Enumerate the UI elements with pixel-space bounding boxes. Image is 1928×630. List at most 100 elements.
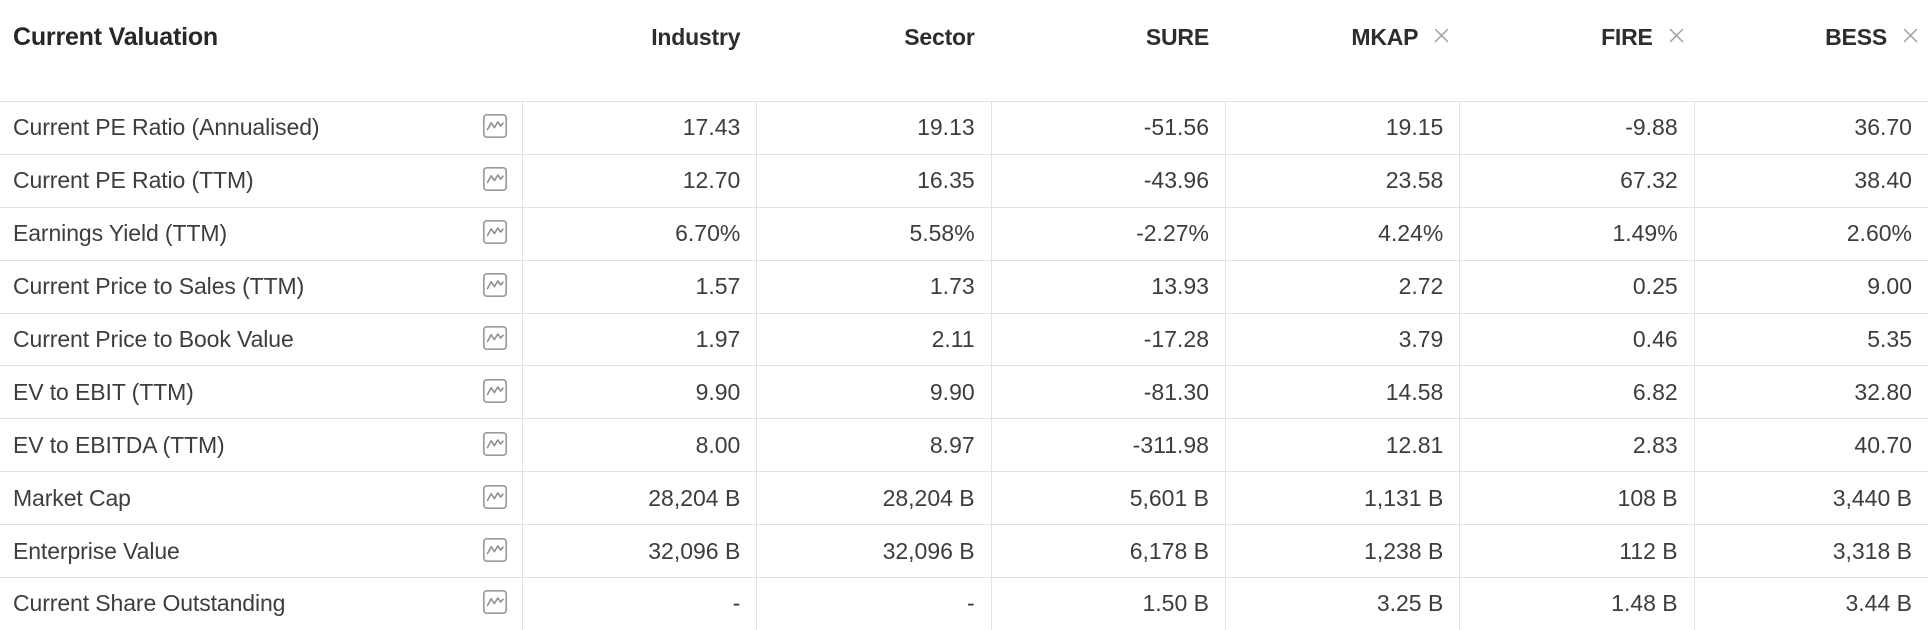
metric-value: 0.46: [1459, 313, 1693, 366]
metric-value: 16.35: [756, 154, 990, 207]
metric-value: 1,131 B: [1224, 472, 1459, 525]
column-header-label: SURE: [1145, 24, 1209, 50]
metric-value: 14.58: [1224, 366, 1459, 419]
metric-label-cell: Market Cap: [0, 472, 522, 524]
metric-label-cell: Current Price to Book Value: [0, 314, 522, 366]
metric-value: 32,096 B: [756, 525, 990, 578]
sparkline-chart-icon: [482, 537, 508, 566]
table-row: EV to EBIT (TTM) 9.90 9.90 -81.30 14.58 6.82 3…: [0, 365, 1928, 419]
metric-value: 12.70: [522, 154, 756, 207]
metric-value: 19.13: [756, 102, 990, 154]
column-header: BESS: [1694, 0, 1928, 101]
remove-ticker-button[interactable]: [1901, 25, 1920, 49]
metric-label-cell: Earnings Yield (TTM): [0, 208, 522, 260]
column-header: Industry: [522, 0, 756, 101]
column-header-label: Industry: [651, 24, 741, 50]
metric-value: 8.97: [756, 419, 990, 472]
table-header-row: Current Valuation Industry Sector SURE MKAP…: [0, 0, 1928, 101]
close-icon: [1667, 26, 1686, 48]
metric-label: Current Share Outstanding: [13, 590, 286, 617]
table-row: Current Price to Sales (TTM) 1.57 1.73 13.9…: [0, 259, 1928, 313]
metric-label-cell: Current PE Ratio (Annualised): [0, 102, 522, 154]
metric-value: 112 B: [1459, 525, 1693, 578]
open-history-chart-button[interactable]: [482, 272, 508, 301]
metric-value: 5.58%: [756, 207, 990, 260]
metric-label-cell: Current Price to Sales (TTM): [0, 261, 522, 313]
metric-value: -311.98: [990, 419, 1225, 472]
metric-value: 6.82: [1459, 366, 1693, 419]
sparkline-chart-icon: [482, 219, 508, 248]
metric-value: 1,238 B: [1224, 525, 1459, 578]
close-icon: [1901, 26, 1920, 48]
metric-value: 17.43: [522, 102, 756, 154]
metric-value: 108 B: [1459, 472, 1693, 525]
metric-value: 3,440 B: [1693, 472, 1928, 525]
metric-label: Market Cap: [13, 484, 131, 511]
table-row: Current PE Ratio (Annualised) 17.43 19.13-…: [0, 101, 1928, 154]
column-header-label: MKAP: [1351, 24, 1419, 50]
metric-value: -81.30: [990, 366, 1225, 419]
open-history-chart-button[interactable]: [482, 219, 508, 248]
metric-value: 2.11: [756, 313, 990, 366]
metric-label: Current PE Ratio (Annualised): [13, 114, 320, 141]
open-history-chart-button[interactable]: [482, 484, 508, 513]
open-history-chart-button[interactable]: [482, 378, 508, 407]
metric-value: 1.97: [522, 313, 756, 366]
metric-value: 32,096 B: [522, 525, 756, 578]
metric-value: 38.40: [1693, 154, 1928, 207]
metric-value: 6.70%: [522, 207, 756, 260]
open-history-chart-button[interactable]: [482, 113, 508, 142]
metric-value: 1.73: [756, 260, 990, 313]
metric-value: -: [522, 578, 756, 630]
metric-value: -2.27%: [990, 207, 1225, 260]
metric-value: 2.83: [1459, 419, 1693, 472]
column-header: Sector: [756, 0, 990, 101]
sparkline-chart-icon: [482, 484, 508, 513]
page-title: Current Valuation: [13, 23, 218, 51]
metric-label: Current Price to Book Value: [13, 326, 294, 352]
metric-label-cell: EV to EBIT (TTM): [0, 366, 522, 418]
metric-label: Enterprise Value: [13, 537, 180, 564]
metric-value: 3,318 B: [1693, 525, 1928, 578]
metric-value: -9.88: [1459, 102, 1693, 154]
table-row: Earnings Yield (TTM) 6.70% 5.58% -2.27% 4.24…: [0, 206, 1928, 260]
sparkline-chart-icon: [482, 272, 508, 301]
metric-value: 23.58: [1224, 154, 1459, 207]
metric-value: 8.00: [522, 419, 756, 472]
metric-value: 3.44 B: [1693, 578, 1928, 630]
remove-ticker-button[interactable]: [1667, 25, 1686, 49]
sparkline-chart-icon: [482, 166, 508, 195]
metric-value: 67.32: [1459, 154, 1693, 207]
title-cell: Current Valuation: [0, 0, 522, 101]
open-history-chart-button[interactable]: [482, 537, 508, 566]
metric-value: 28,204 B: [522, 472, 756, 525]
metric-value: 1.50 B: [990, 578, 1225, 630]
open-history-chart-button[interactable]: [482, 431, 508, 460]
metric-value: 5,601 B: [990, 472, 1225, 525]
metric-value: 9.90: [756, 366, 990, 419]
sparkline-chart-icon: [482, 325, 508, 354]
table-row: EV to EBITDA (TTM) 8.00 8.97 -311.98 12.81 2.…: [0, 418, 1928, 472]
column-header: SURE: [991, 0, 1225, 101]
metric-value: 3.79: [1224, 313, 1459, 366]
metric-label-cell: Enterprise Value: [0, 525, 522, 577]
metric-value: 3.25 B: [1224, 578, 1459, 630]
metric-label-cell: EV to EBITDA (TTM): [0, 419, 522, 471]
open-history-chart-button[interactable]: [482, 589, 508, 618]
metric-value: -51.56: [990, 102, 1225, 154]
table-row: Current PE Ratio (TTM) 12.70 16.35 -43.96 23…: [0, 153, 1928, 207]
metric-value: 0.25: [1459, 260, 1693, 313]
sparkline-chart-icon: [482, 589, 508, 618]
column-header: FIRE: [1459, 0, 1693, 101]
remove-ticker-button[interactable]: [1432, 25, 1451, 49]
sparkline-chart-icon: [482, 378, 508, 407]
open-history-chart-button[interactable]: [482, 325, 508, 354]
metric-label: EV to EBITDA (TTM): [13, 431, 225, 458]
metric-value: 4.24%: [1224, 207, 1459, 260]
metric-value: 1.49%: [1459, 207, 1693, 260]
metric-label-cell: Current Share Outstanding: [0, 578, 522, 630]
metric-label: Current Price to Sales (TTM): [13, 273, 305, 300]
open-history-chart-button[interactable]: [482, 166, 508, 195]
